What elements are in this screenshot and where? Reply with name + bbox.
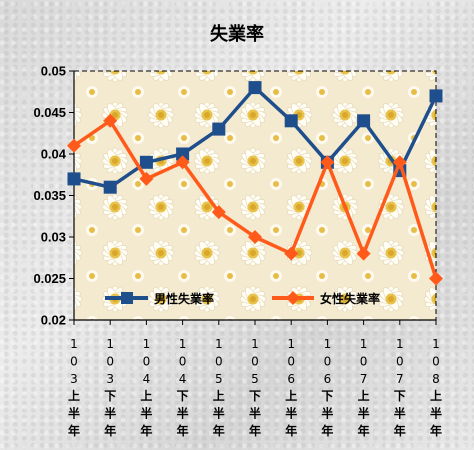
data-point-female	[211, 205, 226, 220]
x-tick-label: 1 0 5 下半年	[249, 337, 261, 438]
legend-marker-female	[286, 291, 300, 305]
data-point-female	[284, 246, 299, 261]
data-point-female	[320, 155, 335, 170]
data-point-female	[429, 271, 443, 286]
x-tick-label: 1 0 3 上半年	[68, 337, 80, 438]
legend: 男性失業率 女性失業率	[105, 291, 380, 306]
data-point-female	[175, 155, 190, 170]
x-tick-label: 1 0 6 下半年	[321, 337, 333, 438]
y-tick-label: 0.035	[33, 188, 66, 203]
x-tick-label: 1 0 7 上半年	[358, 337, 370, 438]
x-axis-ticks: 1 0 3 上半年 1 0 3 下半年 1 0 4 上半年 1 0 4 下半年 1 0 5 上半年 1 0 5 下半年 1 0 6 上…	[68, 320, 442, 438]
y-tick-label: 0.025	[33, 271, 66, 286]
data-point-male	[429, 89, 443, 103]
plot-area	[74, 71, 436, 320]
data-point-female	[67, 138, 81, 153]
x-tick-label: 1 0 8 上半年	[430, 337, 442, 438]
data-point-female	[392, 155, 407, 170]
data-point-male	[176, 147, 190, 161]
x-tick-label: 1 0 6 上半年	[285, 337, 297, 438]
x-tick-label: 1 0 3 下半年	[104, 337, 116, 438]
y-axis-ticks: 0.02 0.025 0.03 0.035 0.04 0.045 0.05	[33, 64, 74, 328]
x-tick-label: 1 0 5 上半年	[213, 337, 225, 438]
data-point-male	[139, 155, 153, 169]
data-point-male	[67, 172, 81, 186]
data-point-male	[357, 114, 371, 128]
chart-title: 失業率	[210, 23, 264, 45]
y-tick-label: 0.04	[41, 147, 67, 162]
data-point-male	[284, 114, 298, 128]
legend-label-male: 男性失業率	[154, 291, 214, 306]
legend-label-female: 女性失業率	[320, 291, 380, 306]
x-tick-label: 1 0 7 下半年	[394, 337, 406, 438]
x-tick-label: 1 0 4 上半年	[140, 337, 152, 438]
data-point-male	[212, 122, 226, 136]
data-point-female	[103, 113, 118, 128]
legend-marker-male	[121, 292, 133, 304]
data-point-female	[248, 230, 262, 244]
y-tick-label: 0.05	[41, 64, 66, 79]
data-point-female	[356, 246, 371, 261]
y-tick-label: 0.02	[41, 313, 66, 328]
data-point-male	[248, 81, 262, 95]
y-tick-label: 0.03	[41, 230, 66, 245]
data-point-male	[103, 180, 117, 194]
x-tick-label: 1 0 4 下半年	[177, 337, 189, 438]
series-layer	[67, 81, 443, 286]
y-tick-label: 0.045	[33, 105, 66, 120]
data-point-female	[139, 171, 154, 186]
